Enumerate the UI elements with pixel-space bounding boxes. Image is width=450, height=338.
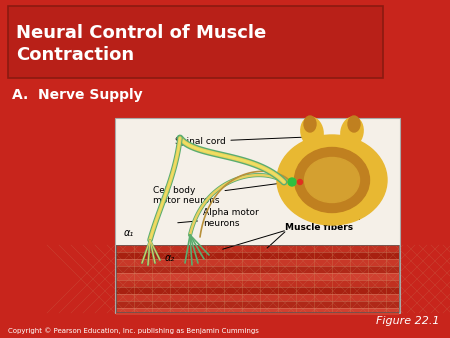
Bar <box>116 280 399 287</box>
Bar <box>116 308 399 315</box>
Ellipse shape <box>294 147 369 213</box>
Text: Alpha motor
neurons: Alpha motor neurons <box>178 208 259 228</box>
Bar <box>116 287 399 294</box>
Text: Figure 22.1: Figure 22.1 <box>377 316 440 326</box>
Ellipse shape <box>303 164 325 180</box>
Bar <box>8 6 383 78</box>
Bar <box>116 252 399 259</box>
Text: A.  Nerve Supply: A. Nerve Supply <box>12 88 143 102</box>
Ellipse shape <box>339 164 361 180</box>
Ellipse shape <box>305 158 360 202</box>
Bar <box>116 245 399 312</box>
Ellipse shape <box>337 183 357 197</box>
Text: Neural Control of Muscle
Contraction: Neural Control of Muscle Contraction <box>16 24 266 65</box>
Bar <box>116 294 399 301</box>
Ellipse shape <box>307 183 327 197</box>
Ellipse shape <box>348 116 360 132</box>
Text: Spinal cord: Spinal cord <box>175 136 329 146</box>
Ellipse shape <box>304 116 316 132</box>
Bar <box>116 259 399 266</box>
Text: α₂: α₂ <box>165 253 175 263</box>
Bar <box>116 301 399 308</box>
Text: Copyright © Pearson Education, Inc. publishing as Benjamin Cummings: Copyright © Pearson Education, Inc. publ… <box>8 327 259 334</box>
Circle shape <box>297 179 302 185</box>
Text: α₁: α₁ <box>124 228 134 238</box>
Bar <box>116 266 399 273</box>
Ellipse shape <box>301 117 323 147</box>
Circle shape <box>288 178 296 186</box>
Bar <box>116 245 399 252</box>
Text: Cell body
motor neurons: Cell body motor neurons <box>153 183 287 206</box>
Ellipse shape <box>341 117 363 147</box>
Text: Spinal cord: Spinal cord <box>310 214 361 222</box>
Bar <box>116 273 399 280</box>
Bar <box>115 118 400 313</box>
Ellipse shape <box>277 135 387 225</box>
Text: Muscle fibers: Muscle fibers <box>285 222 353 232</box>
